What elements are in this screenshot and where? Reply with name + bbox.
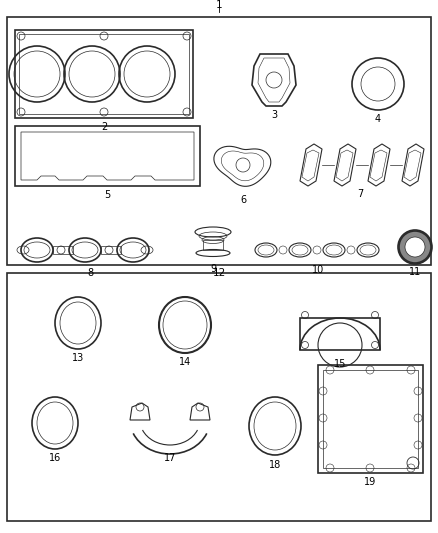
Text: 9: 9 [210,264,216,274]
Text: 8: 8 [87,268,93,278]
Text: 13: 13 [72,353,84,363]
Text: 6: 6 [240,195,246,205]
Bar [101,246,121,254]
Circle shape [399,231,431,263]
Bar [7,17,431,265]
Text: 15: 15 [334,359,346,369]
Text: 10: 10 [312,265,324,275]
Bar [300,318,380,350]
Bar [323,370,418,468]
Bar [7,273,431,521]
Bar [15,126,200,186]
Text: 12: 12 [212,268,226,278]
Bar [15,30,193,118]
Text: 7: 7 [357,189,363,199]
Text: 19: 19 [364,477,376,487]
Text: 16: 16 [49,453,61,463]
Bar [203,240,223,250]
Text: 5: 5 [104,190,110,200]
Text: 3: 3 [271,110,277,120]
Circle shape [405,237,425,257]
Text: 14: 14 [179,357,191,367]
Text: 11: 11 [409,267,421,277]
Text: 4: 4 [375,114,381,124]
Text: 18: 18 [269,460,281,470]
Text: 17: 17 [164,453,176,463]
Bar [19,34,189,114]
Bar [53,246,73,254]
Bar [318,365,423,473]
Text: 2: 2 [101,122,107,132]
Text: 1: 1 [215,0,223,10]
